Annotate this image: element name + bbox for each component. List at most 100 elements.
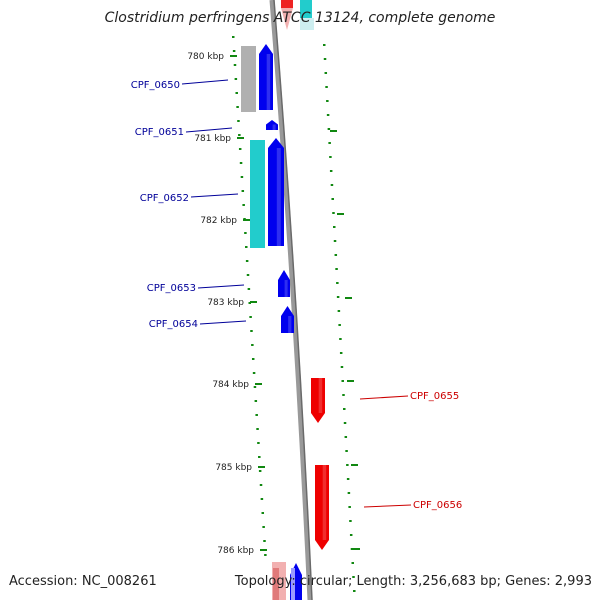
- minor-tick: [261, 512, 265, 514]
- minor-tick: [339, 352, 343, 354]
- major-tick: [260, 549, 267, 551]
- tick-label: 785 kbp: [215, 463, 252, 473]
- map-title: Clostridium perfringens ATCC 13124, comp…: [104, 10, 496, 26]
- minor-tick: [259, 484, 263, 486]
- minor-tick: [239, 162, 243, 164]
- minor-tick: [248, 302, 251, 304]
- tick-label: 781 kbp: [194, 134, 231, 144]
- minor-tick: [327, 128, 331, 130]
- gene-highlight: [288, 316, 292, 333]
- minor-tick: [238, 148, 242, 150]
- minor-tick: [340, 366, 344, 368]
- major-tick: [347, 380, 354, 382]
- minor-tick: [335, 268, 338, 270]
- gene-highlight: [276, 148, 281, 246]
- major-tick: [258, 466, 265, 468]
- minor-tick: [342, 394, 345, 396]
- minor-tick: [264, 554, 267, 556]
- minor-tick: [346, 478, 350, 480]
- accession-label: Accession: NC_008261: [9, 574, 157, 589]
- minor-tick: [235, 92, 238, 94]
- minor-tick: [333, 240, 337, 242]
- cds-bar: [241, 46, 256, 112]
- minor-tick: [260, 498, 264, 500]
- tick-label: 783 kbp: [207, 298, 244, 308]
- gene-arrow: [311, 378, 325, 423]
- tick-label: 786 kbp: [217, 546, 254, 556]
- minor-tick: [236, 106, 239, 108]
- minor-tick: [326, 114, 330, 116]
- minor-tick: [345, 450, 348, 452]
- gene-highlight: [266, 54, 271, 110]
- gene-label: CPF_0652: [140, 193, 189, 204]
- minor-tick: [257, 442, 260, 444]
- minor-tick: [352, 576, 355, 578]
- minor-tick: [349, 520, 352, 522]
- minor-tick: [323, 44, 326, 46]
- minor-tick: [325, 86, 328, 88]
- minor-tick: [351, 562, 354, 564]
- minor-tick: [339, 338, 342, 340]
- gene-leader-line: [185, 127, 233, 133]
- genome-backbone: [269, 0, 313, 600]
- minor-tick: [242, 204, 245, 206]
- minor-tick: [338, 324, 341, 326]
- gene-leader-line: [199, 320, 247, 325]
- gene-leader-line: [363, 504, 412, 508]
- minor-tick: [336, 296, 340, 298]
- minor-tick: [324, 72, 328, 74]
- major-tick: [330, 130, 337, 132]
- tick-layer: 780 kbp 781 kbp 782 kbp 783 kbp 784 kbp 785 k…: [187, 36, 360, 592]
- gene-highlight: [284, 280, 288, 297]
- tick-label: 782 kbp: [200, 216, 237, 226]
- minor-tick: [250, 330, 253, 332]
- minor-tick: [347, 492, 351, 494]
- gene-arrow: [315, 465, 329, 550]
- minor-tick: [349, 534, 353, 536]
- gene-label: CPF_0653: [147, 283, 196, 294]
- minor-tick: [232, 50, 236, 52]
- bottom-edge-features: [272, 562, 302, 600]
- gene-arrow: [268, 138, 284, 246]
- major-tick: [337, 213, 344, 215]
- minor-tick: [254, 400, 258, 402]
- gene-arrow: [281, 306, 294, 333]
- minor-tick: [245, 260, 249, 262]
- minor-tick: [343, 422, 347, 424]
- minor-tick: [251, 344, 254, 346]
- major-tick: [351, 464, 358, 466]
- minor-tick: [263, 540, 266, 542]
- gene-leader-line: [197, 284, 245, 289]
- minor-tick: [255, 414, 258, 416]
- gene-label: CPF_0655: [410, 391, 459, 402]
- gene-label: CPF_0654: [149, 319, 198, 330]
- minor-tick: [336, 282, 339, 284]
- minor-tick: [346, 464, 349, 466]
- minor-tick: [332, 212, 335, 214]
- minor-tick: [348, 506, 351, 508]
- minor-tick: [238, 134, 241, 136]
- minor-tick: [331, 198, 334, 200]
- gene-arrow: [266, 120, 278, 130]
- gene-label: CPF_0656: [413, 500, 462, 511]
- minor-tick: [256, 428, 259, 430]
- major-tick: [243, 219, 250, 221]
- minor-tick: [330, 184, 334, 186]
- minor-tick: [241, 190, 245, 192]
- cds-bar: [250, 140, 265, 248]
- minor-tick: [245, 246, 248, 248]
- minor-tick: [329, 170, 333, 172]
- minor-tick: [251, 358, 255, 360]
- gene-arrow: [259, 44, 273, 110]
- minor-tick: [244, 232, 247, 234]
- minor-tick: [262, 526, 265, 528]
- minor-tick: [232, 36, 235, 38]
- minor-tick: [237, 120, 240, 122]
- minor-tick: [326, 100, 329, 102]
- minor-tick: [247, 288, 251, 290]
- major-tick: [230, 55, 237, 57]
- minor-tick: [329, 156, 332, 158]
- minor-tick: [234, 78, 238, 80]
- minor-tick: [258, 456, 261, 458]
